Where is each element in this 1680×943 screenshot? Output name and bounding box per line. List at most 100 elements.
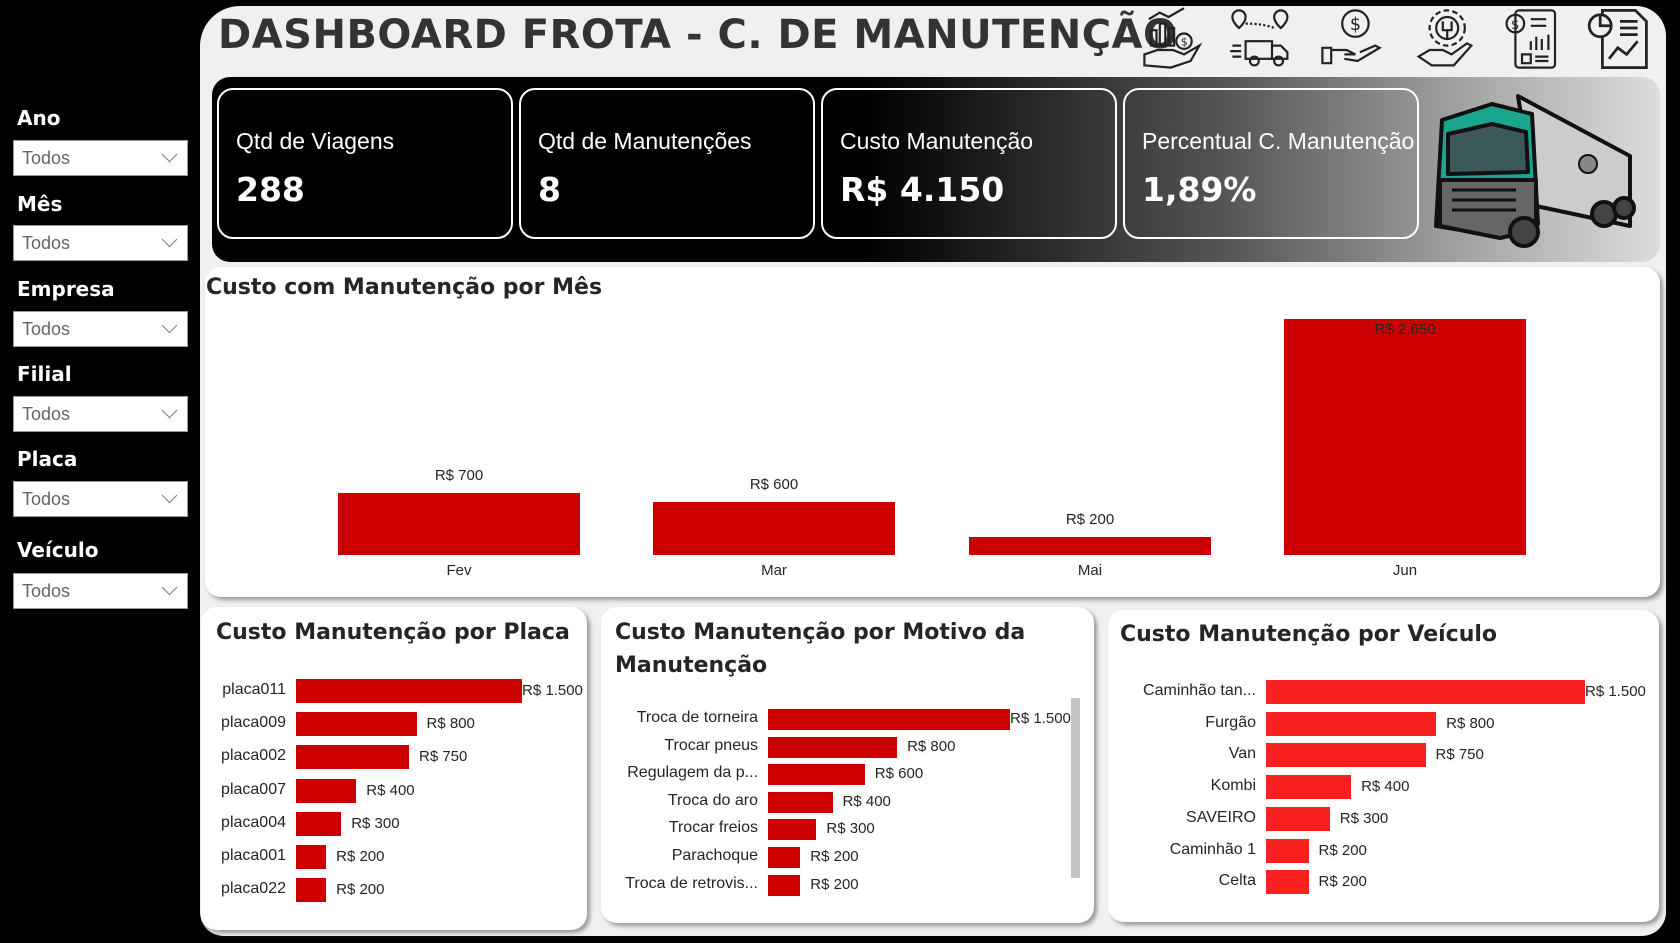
data-label: R$ 1.500 xyxy=(1010,710,1071,727)
category-label: Troca do aro xyxy=(667,792,758,809)
scrollbar-track[interactable] xyxy=(1071,698,1080,878)
svg-text:$: $ xyxy=(1350,15,1361,35)
filter-label-veiculo: Veículo xyxy=(17,538,99,562)
filter-label-empresa: Empresa xyxy=(17,277,115,301)
data-label: R$ 800 xyxy=(426,715,475,732)
bar xyxy=(1266,743,1426,767)
filter-dropdown-placa[interactable]: Todos xyxy=(13,481,188,517)
category-label: Caminhão 1 xyxy=(1169,841,1256,858)
bar xyxy=(768,818,817,840)
x-tick-label: Mai xyxy=(1077,562,1103,579)
filter-label-filial: Filial xyxy=(17,362,72,386)
bar xyxy=(768,763,865,785)
category-label: Trocar freios xyxy=(668,819,758,836)
data-label: R$ 750 xyxy=(1435,746,1484,763)
svg-text:$: $ xyxy=(1181,36,1188,49)
dropdown-value: Todos xyxy=(22,148,71,168)
scrollbar-thumb[interactable] xyxy=(1071,698,1080,878)
category-label: placa011 xyxy=(222,681,286,698)
data-label: R$ 800 xyxy=(907,738,956,755)
filter-dropdown-ano[interactable]: Todos xyxy=(13,140,188,176)
data-label: R$ 800 xyxy=(1446,715,1495,732)
dropdown-value: Todos xyxy=(22,581,71,601)
kpi-value: 8 xyxy=(538,170,561,209)
chevron-down-icon xyxy=(161,231,178,248)
data-label: R$ 400 xyxy=(1361,778,1410,795)
page-title: DASHBOARD FROTA - C. DE MANUTENÇÃO xyxy=(218,12,1178,58)
filter-dropdown-mes[interactable]: Todos xyxy=(13,225,188,261)
data-label: R$ 400 xyxy=(842,793,891,810)
bar xyxy=(296,812,342,836)
data-label: R$ 200 xyxy=(1065,511,1115,529)
filter-label-ano: Ano xyxy=(17,106,61,130)
kpi-value: R$ 4.150 xyxy=(840,170,1005,209)
filter-dropdown-veiculo[interactable]: Todos xyxy=(13,573,188,609)
chevron-down-icon xyxy=(161,579,178,596)
kpi-label: Qtd de Viagens xyxy=(236,128,395,154)
data-label: R$ 400 xyxy=(366,782,415,799)
category-label: Furgão xyxy=(1205,714,1256,731)
bar xyxy=(1266,680,1585,704)
category-label: Caminhão tan... xyxy=(1143,682,1256,699)
data-label: R$ 600 xyxy=(874,765,924,782)
bar xyxy=(296,712,417,736)
data-label: R$ 200 xyxy=(336,881,385,898)
bar-mar xyxy=(653,501,895,555)
data-label: R$ 300 xyxy=(351,815,400,832)
data-label: R$ 600 xyxy=(749,475,799,493)
bar-jun xyxy=(1284,319,1526,555)
chart-title: Custo Manutenção por Veículo xyxy=(1120,622,1498,647)
hand-dollar-icon: $ xyxy=(1321,9,1382,65)
category-label: placa007 xyxy=(221,781,286,798)
bar xyxy=(296,679,522,703)
bar xyxy=(1266,807,1330,831)
chart-title: Custo Manutenção por Motivo da Manutençã… xyxy=(615,620,1026,678)
chevron-down-icon xyxy=(161,402,178,419)
truck-illustration xyxy=(1434,94,1636,248)
category-label: Celta xyxy=(1218,872,1256,889)
filter-dropdown-empresa[interactable]: Todos xyxy=(13,311,188,347)
bar-mai xyxy=(969,537,1211,555)
data-label: R$ 300 xyxy=(1339,810,1389,827)
bar xyxy=(768,874,801,896)
bar xyxy=(768,736,898,758)
category-label: Regulagem da p... xyxy=(627,764,758,781)
dropdown-value: Todos xyxy=(22,489,71,509)
kpi-label: Custo Manutenção xyxy=(840,128,1034,154)
category-label: SAVEIRO xyxy=(1186,809,1256,826)
category-label: Parachoque xyxy=(671,847,758,864)
chart-title: Custo Manutenção por Placa xyxy=(216,620,570,645)
bar xyxy=(768,791,833,813)
category-label: Kombi xyxy=(1210,777,1256,794)
bar xyxy=(296,745,409,769)
data-label: R$ 700 xyxy=(434,466,484,484)
data-label: R$ 200 xyxy=(1318,842,1367,859)
hand-money-growth-icon: $ xyxy=(1143,7,1203,69)
gear-wrench-hand-icon xyxy=(1416,9,1474,67)
bar xyxy=(768,846,801,868)
kpi-value: 1,89% xyxy=(1142,170,1257,209)
category-label: Van xyxy=(1228,745,1256,762)
category-label: placa004 xyxy=(221,814,286,831)
bar-fev xyxy=(338,492,580,555)
data-label: R$ 1.500 xyxy=(1585,683,1646,700)
filter-dropdown-filial[interactable]: Todos xyxy=(13,396,188,432)
category-label: placa001 xyxy=(221,847,286,864)
kpi-card-maintenance-cost: Custo Manutenção R$ 4.150 xyxy=(821,88,1117,239)
filter-label-placa: Placa xyxy=(17,447,78,471)
data-label: R$ 750 xyxy=(419,748,468,765)
bar xyxy=(1266,839,1309,863)
data-label: R$ 2.650 xyxy=(1374,321,1436,338)
data-label: R$ 200 xyxy=(336,848,385,865)
svg-text:$: $ xyxy=(1511,18,1519,33)
category-label: Trocar pneus xyxy=(664,737,758,754)
data-label: R$ 300 xyxy=(826,820,875,837)
bar xyxy=(296,779,357,803)
x-tick-label: Mar xyxy=(761,562,787,579)
bar xyxy=(296,878,327,902)
x-tick-label: Jun xyxy=(1392,562,1418,579)
category-label: placa002 xyxy=(221,747,286,764)
kpi-card-trips: Qtd de Viagens 288 xyxy=(217,88,513,239)
data-label: R$ 1.500 xyxy=(522,682,583,699)
chevron-down-icon xyxy=(161,487,178,504)
